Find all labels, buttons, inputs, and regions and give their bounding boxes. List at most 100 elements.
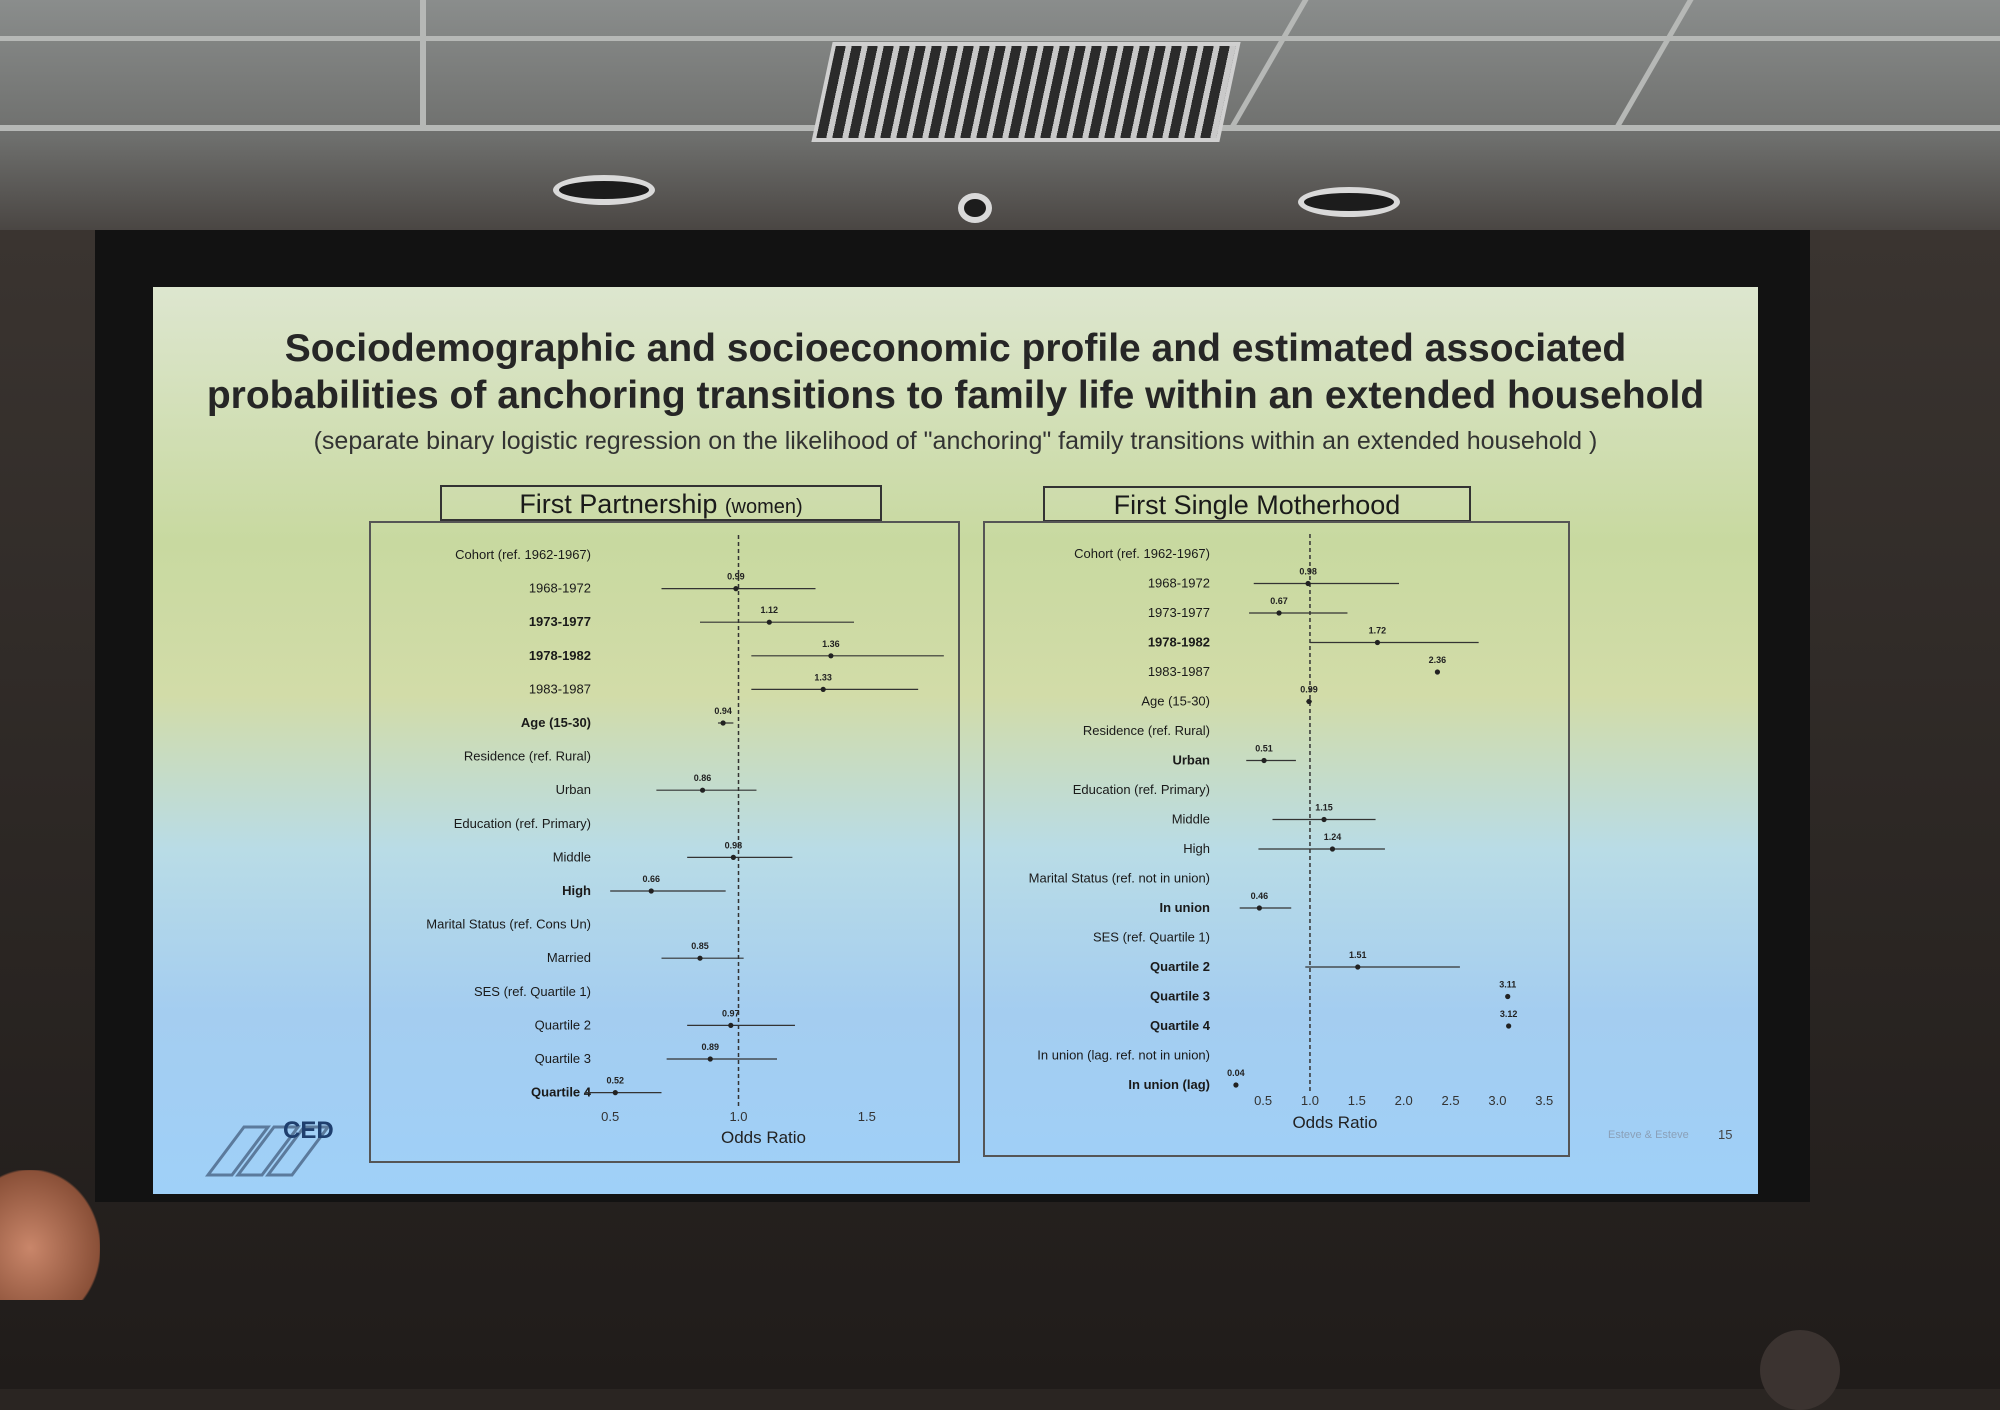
odds-ratio-point xyxy=(697,955,703,961)
x-tick-label: 1.5 xyxy=(1348,1093,1366,1108)
row-label: In union (lag. ref. not in union) xyxy=(1037,1048,1210,1063)
odds-ratio-label: 0.98 xyxy=(1299,567,1317,577)
row-label: Quartile 3 xyxy=(535,1051,591,1066)
row-label: Residence (ref. Rural) xyxy=(464,749,591,764)
odds-ratio-point xyxy=(1321,816,1327,823)
odds-ratio-label: 1.24 xyxy=(1324,832,1342,842)
odds-ratio-label: 3.12 xyxy=(1500,1009,1518,1019)
row-label: 1983-1987 xyxy=(1148,664,1210,679)
odds-ratio-label: 0.86 xyxy=(694,773,712,783)
ceiling-vent xyxy=(811,42,1241,142)
ced-logo-text: CED xyxy=(283,1117,334,1144)
odds-ratio-label: 3.11 xyxy=(1499,980,1516,990)
odds-ratio-label: 1.33 xyxy=(814,672,832,682)
odds-ratio-point xyxy=(820,686,826,692)
x-tick-label: 0.5 xyxy=(601,1109,619,1124)
foreground-object xyxy=(1760,1330,1840,1410)
row-label: Marital Status (ref. not in union) xyxy=(1029,871,1210,886)
odds-ratio-point xyxy=(1261,757,1267,764)
odds-ratio-label: 0.97 xyxy=(722,1008,740,1018)
odds-ratio-label: 1.15 xyxy=(1315,803,1333,813)
slide-title-line-2: probabilities of anchoring transitions t… xyxy=(206,374,1705,417)
presenter-hand xyxy=(0,1170,100,1300)
row-label: 1973-1977 xyxy=(529,614,591,629)
room-ceiling xyxy=(0,0,2000,230)
odds-ratio-point xyxy=(1329,846,1336,852)
odds-ratio-label: 0.52 xyxy=(607,1076,625,1086)
ceiling-light-right xyxy=(1298,187,1400,217)
row-label: 1978-1982 xyxy=(1148,635,1210,650)
row-label: Urban xyxy=(556,782,591,797)
odds-ratio-point xyxy=(707,1056,713,1062)
row-label: Quartile 2 xyxy=(1150,959,1210,974)
x-tick-label: 0.5 xyxy=(1254,1093,1272,1108)
left-panel-title-suffix: (women) xyxy=(724,496,803,518)
ceiling-sensor xyxy=(958,193,992,223)
odds-ratio-label: 2.36 xyxy=(1429,655,1447,665)
odds-ratio-point xyxy=(728,1022,734,1028)
odds-ratio-label: 0.04 xyxy=(1227,1068,1245,1078)
odds-ratio-point xyxy=(766,619,772,625)
odds-ratio-point xyxy=(1374,639,1381,646)
right-panel-title: First Single Motherhood xyxy=(1113,490,1401,520)
row-label: Urban xyxy=(1172,753,1210,768)
odds-ratio-point xyxy=(733,586,739,592)
odds-ratio-label: 1.36 xyxy=(822,639,840,649)
odds-ratio-point xyxy=(1276,610,1282,616)
x-tick-label: 3.5 xyxy=(1535,1093,1553,1108)
odds-ratio-point xyxy=(828,653,834,659)
x-tick-label: 1.0 xyxy=(1301,1093,1319,1108)
odds-ratio-label: 1.51 xyxy=(1349,950,1367,960)
x-tick-label: 3.0 xyxy=(1488,1093,1506,1108)
row-label: In union xyxy=(1159,900,1210,915)
left-panel-title: First Partnership xyxy=(519,489,718,519)
odds-ratio-point xyxy=(648,888,654,894)
odds-ratio-label: 0.99 xyxy=(727,572,745,582)
row-label: Middle xyxy=(1172,812,1210,827)
row-label: Education (ref. Primary) xyxy=(454,816,591,831)
odds-ratio-label: 0.66 xyxy=(642,874,660,884)
odds-ratio-label: 0.67 xyxy=(1270,596,1288,606)
odds-ratio-label: 0.51 xyxy=(1255,744,1273,754)
row-label: Quartile 3 xyxy=(1150,989,1210,1004)
row-label: 1983-1987 xyxy=(529,681,591,696)
row-label: SES (ref. Quartile 1) xyxy=(1093,930,1210,945)
slide-title: Sociodemographic and socioeconomic profi… xyxy=(153,325,1758,419)
row-label: In union (lag) xyxy=(1128,1077,1210,1092)
slide-page-number: 15 xyxy=(1718,1127,1733,1142)
odds-ratio-point xyxy=(1505,993,1511,1000)
right-forest-plot-frame: Cohort (ref. 1962-1967) 1968-1972 0.98 1973… xyxy=(983,521,1570,1157)
slide-subtitle: (separate binary logistic regression on … xyxy=(313,427,1598,455)
x-tick-label: 1.0 xyxy=(729,1109,747,1124)
odds-ratio-label: 0.89 xyxy=(702,1042,720,1052)
x-tick-label: 1.5 xyxy=(858,1109,876,1124)
row-label: Quartile 4 xyxy=(531,1085,592,1100)
odds-ratio-label: 0.94 xyxy=(714,706,732,716)
row-label: Age (15-30) xyxy=(1141,694,1210,709)
odds-ratio-point xyxy=(1256,905,1262,911)
row-label: 1978-1982 xyxy=(529,648,591,663)
row-label: Cohort (ref. 1962-1967) xyxy=(455,547,591,562)
odds-ratio-label: 0.98 xyxy=(725,840,743,850)
odds-ratio-point xyxy=(1506,1023,1512,1029)
odds-ratio-point xyxy=(612,1090,618,1096)
x-axis-label: Odds Ratio xyxy=(721,1128,806,1147)
x-tick-label: 2.0 xyxy=(1395,1093,1413,1108)
row-label: Cohort (ref. 1962-1967) xyxy=(1074,546,1210,561)
odds-ratio-point xyxy=(699,787,706,793)
row-label: SES (ref. Quartile 1) xyxy=(474,984,591,999)
footer-note: Esteve & Esteve xyxy=(1608,1129,1689,1141)
row-label: 1968-1972 xyxy=(529,581,591,596)
right-forest-plot: Cohort (ref. 1962-1967) 1968-1972 0.98 1973… xyxy=(1029,534,1553,1132)
row-label: High xyxy=(562,883,591,898)
odds-ratio-label: 0.99 xyxy=(1300,685,1318,695)
row-label: Residence (ref. Rural) xyxy=(1083,723,1210,738)
odds-ratio-label: 1.72 xyxy=(1369,626,1387,636)
ceiling-light-left xyxy=(553,175,655,205)
odds-ratio-point xyxy=(1434,669,1441,675)
row-label: Quartile 4 xyxy=(1150,1018,1211,1033)
odds-ratio-label: 1.12 xyxy=(761,605,779,615)
row-label: Marital Status (ref. Cons Un) xyxy=(426,917,591,932)
row-label: Education (ref. Primary) xyxy=(1073,782,1210,797)
right-panel-header: First Single Motherhood xyxy=(1043,486,1471,522)
